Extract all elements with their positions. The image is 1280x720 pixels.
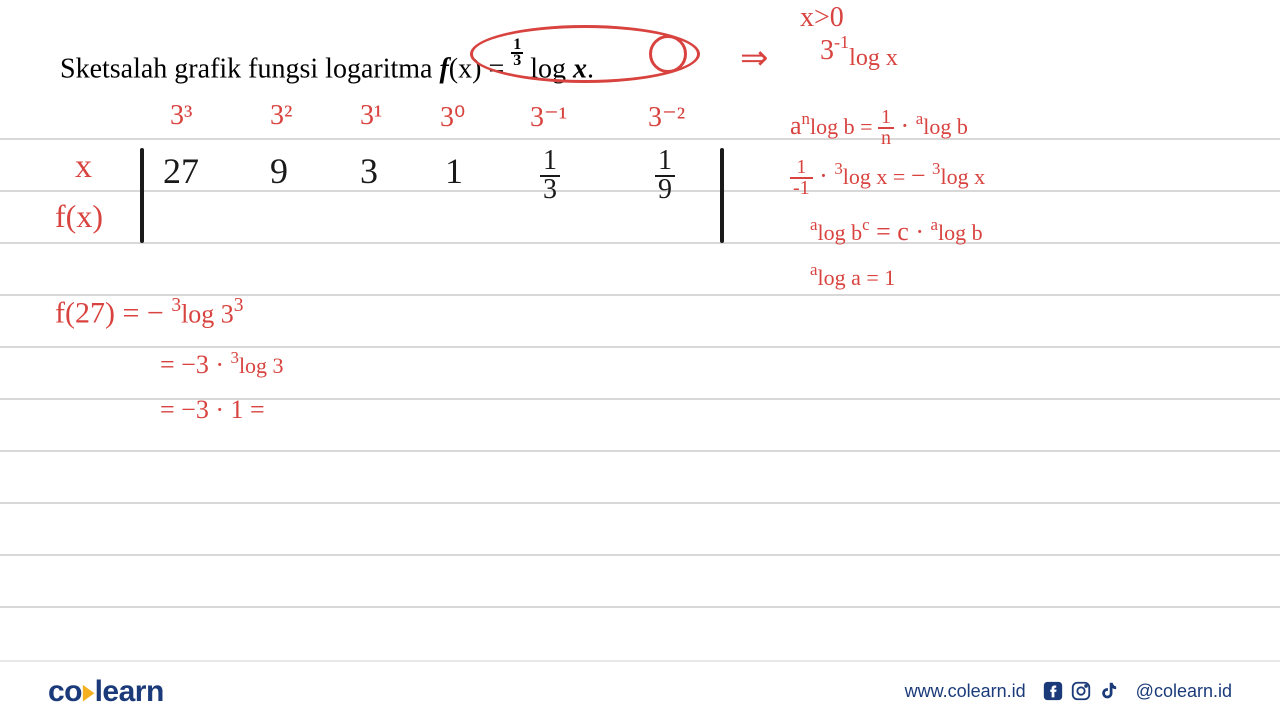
power-label: 3⁻² <box>648 100 685 134</box>
logo-learn: learn <box>95 675 164 708</box>
problem-prefix: Sketsalah grafik fungsi logaritma <box>60 53 439 84</box>
footer-right: www.colearn.id @colearn.id <box>905 680 1232 702</box>
log-rule-2: 1-1 · 3log x = − 3log x <box>790 158 985 198</box>
power-label: 3⁻¹ <box>530 100 567 134</box>
log-rule-1: anlog b = 1n · alog b <box>790 108 968 148</box>
table-value: 1 <box>445 150 463 192</box>
fn-name: f <box>439 53 448 84</box>
brand-logo: co▸learn <box>48 674 164 709</box>
log-rule-3: alog bc = c · alog b <box>810 215 983 247</box>
table-value: 27 <box>163 150 199 192</box>
table-value-frac: 13 <box>540 148 560 203</box>
power-label: 3² <box>270 100 292 132</box>
ruled-line <box>0 242 1280 244</box>
worksheet-area: Sketsalah grafik fungsi logaritma f(x) =… <box>0 0 1280 660</box>
power-label: 3¹ <box>360 100 382 132</box>
footer-url: www.colearn.id <box>905 681 1026 702</box>
facebook-icon <box>1042 680 1064 702</box>
table-value: 3 <box>360 150 378 192</box>
social-icons <box>1042 680 1120 702</box>
footer-handle: @colearn.id <box>1136 681 1232 702</box>
table-value: 9 <box>270 150 288 192</box>
annot-domain: x>0 <box>800 2 844 34</box>
row-label-fx: f(x) <box>55 198 103 235</box>
logo-co: co <box>48 675 82 708</box>
row-label-x: x <box>75 148 92 186</box>
log-rule-4: alog a = 1 <box>810 260 895 292</box>
annot-base-rewrite: 3-1log x <box>820 32 898 72</box>
ruled-line <box>0 502 1280 504</box>
instagram-icon <box>1070 680 1092 702</box>
logo-arrow-icon: ▸ <box>83 674 93 709</box>
power-label: 3⁰ <box>440 100 465 134</box>
tiktok-icon <box>1098 680 1120 702</box>
table-divider <box>720 148 724 243</box>
power-label: 3³ <box>170 100 192 132</box>
annot-arrow: ⇒ <box>740 38 769 78</box>
ruled-line <box>0 606 1280 608</box>
calc-line-3: = −3 · 1 = <box>160 395 265 425</box>
table-divider <box>140 148 144 243</box>
table-value-frac: 19 <box>655 148 675 203</box>
circle-x <box>649 35 687 73</box>
calc-line-2: = −3 · 3log 3 <box>160 348 284 380</box>
ruled-line <box>0 138 1280 140</box>
footer-bar: co▸learn www.colearn.id @colearn.id <box>0 660 1280 720</box>
ruled-line <box>0 450 1280 452</box>
calc-line-1: f(27) = − 3log 33 <box>55 295 244 331</box>
ruled-line <box>0 554 1280 556</box>
